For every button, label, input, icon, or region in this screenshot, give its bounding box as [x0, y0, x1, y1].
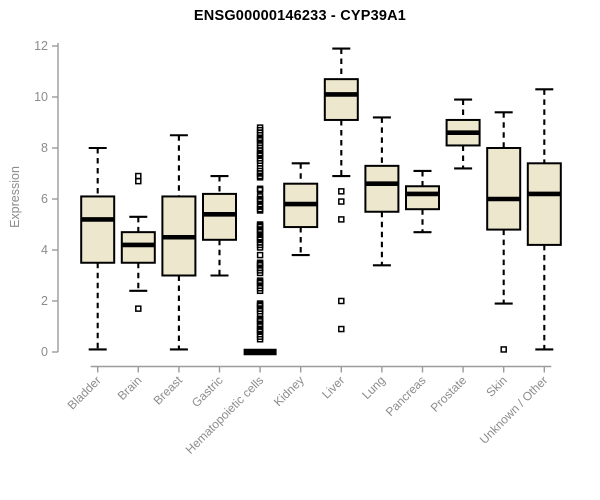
outlier-point: [338, 325, 345, 333]
x-tick-label-hematopoietic-cells: Hematopoietic cells: [183, 373, 266, 456]
iqr-box: [323, 78, 359, 121]
boxplot-brain: [120, 172, 156, 312]
boxplot-breast: [161, 134, 197, 351]
x-tick-label-bladder: Bladder: [65, 373, 104, 412]
boxplot-unknown-other: [526, 88, 562, 351]
iqr-box: [120, 231, 156, 264]
outlier-point: [338, 216, 345, 223]
x-tick-label-gastric: Gastric: [189, 373, 226, 410]
x-tick-label-breast: Breast: [151, 373, 186, 408]
outlier-point: [256, 269, 264, 277]
outlier-point: [256, 186, 264, 194]
iqr-box: [526, 162, 562, 246]
outlier-point: [135, 305, 142, 312]
y-tick-label: 0: [41, 345, 48, 359]
boxplot-hematopoietic-cells: [243, 124, 277, 356]
outlier-point: [256, 336, 264, 343]
boxplot-kidney: [283, 162, 319, 257]
x-tick-label-brain: Brain: [115, 373, 145, 403]
y-tick-label: 10: [34, 90, 48, 104]
iqr-box: [405, 185, 440, 211]
outlier-point: [256, 207, 264, 214]
y-tick-label: 12: [34, 39, 48, 53]
boxplot-liver: [323, 47, 359, 333]
outlier-point: [256, 251, 264, 259]
iqr-box: [486, 147, 522, 231]
outlier-point: [338, 198, 345, 205]
x-tick-label-kidney: Kidney: [271, 373, 307, 409]
x-tick-label-liver: Liver: [319, 373, 347, 401]
boxplot-pancreas: [405, 169, 440, 234]
boxplot-lung: [364, 116, 400, 267]
boxplot-skin: [486, 111, 522, 353]
outlier-point: [500, 346, 507, 353]
x-tick-label-pancreas: Pancreas: [383, 373, 429, 419]
y-tick-label: 8: [41, 141, 48, 155]
iqr-box: [80, 195, 116, 264]
y-tick-label: 4: [41, 243, 48, 257]
boxplot-prostate: [445, 98, 481, 170]
boxplot-gastric: [202, 175, 237, 277]
y-tick-label: 6: [41, 192, 48, 206]
y-axis: 0 2 4 6 8 10 12: [34, 39, 59, 359]
outlier-point: [135, 177, 142, 185]
outlier-point: [256, 287, 264, 295]
x-tick-label-skin: Skin: [483, 373, 509, 399]
x-tick-label-lung: Lung: [359, 373, 388, 402]
outlier-point: [338, 188, 345, 195]
outlier-point: [135, 172, 142, 180]
boxplot-bladder: [80, 146, 116, 351]
outlier-point: [256, 197, 264, 204]
y-tick-label: 2: [41, 294, 48, 308]
chart-title: ENSG00000146233 - CYP39A1: [193, 8, 407, 24]
iqr-box: [202, 192, 237, 241]
iqr-box: [364, 164, 400, 213]
x-tick-label-prostate: Prostate: [428, 373, 470, 415]
outlier-point: [338, 297, 345, 305]
outlier-point: [256, 244, 264, 251]
outlier-point: [256, 174, 264, 181]
